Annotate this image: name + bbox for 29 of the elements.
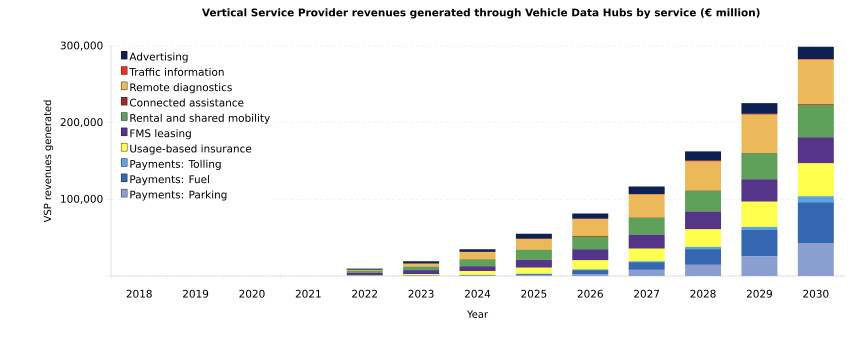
- legend-label: Payments: Tolling: [130, 160, 221, 170]
- legend-label: Payments: Parking: [130, 190, 226, 201]
- legend-label: Advertising: [129, 52, 188, 63]
- x-axis-title: Year: [466, 310, 488, 318]
- y-tick-label: 100,000: [61, 194, 103, 204]
- x-tick-label: 2029: [746, 290, 772, 298]
- x-tick-label: 2027: [634, 290, 660, 298]
- x-tick-label: 2026: [578, 290, 603, 298]
- x-tick-label: 2024: [464, 290, 490, 298]
- x-tick-label: 2022: [352, 290, 377, 298]
- y-tick-label: 200,000: [60, 118, 103, 128]
- legend-label: FMS leasing: [130, 129, 191, 140]
- y-tick-label: 300,000: [60, 42, 103, 50]
- x-tick-label: 2021: [296, 290, 321, 298]
- x-tick-label: 2023: [408, 290, 434, 298]
- x-tick-label: 2020: [239, 290, 265, 298]
- legend-label: Remote diagnostics: [130, 83, 232, 94]
- x-tick-label: 2030: [803, 290, 828, 298]
- legend-label: Connected assistance: [130, 98, 244, 107]
- x-tick-label: 2028: [690, 290, 716, 298]
- legend-label: Rental and shared mobility: [130, 114, 270, 124]
- legend-label: Usage-based insurance: [130, 144, 252, 155]
- x-tick-label: 2018: [126, 290, 152, 298]
- legend-label: Traffic information: [129, 68, 224, 76]
- chart-title: Vertical Service Provider revenues generated through Vehicle Data Hubs by service (€ million): [202, 8, 760, 18]
- legend-label: Payments: Fuel: [130, 175, 210, 186]
- x-tick-label: 2025: [521, 290, 546, 298]
- y-axis-title: VSP revenues generated: [43, 100, 54, 222]
- x-tick-label: 2019: [183, 290, 208, 298]
